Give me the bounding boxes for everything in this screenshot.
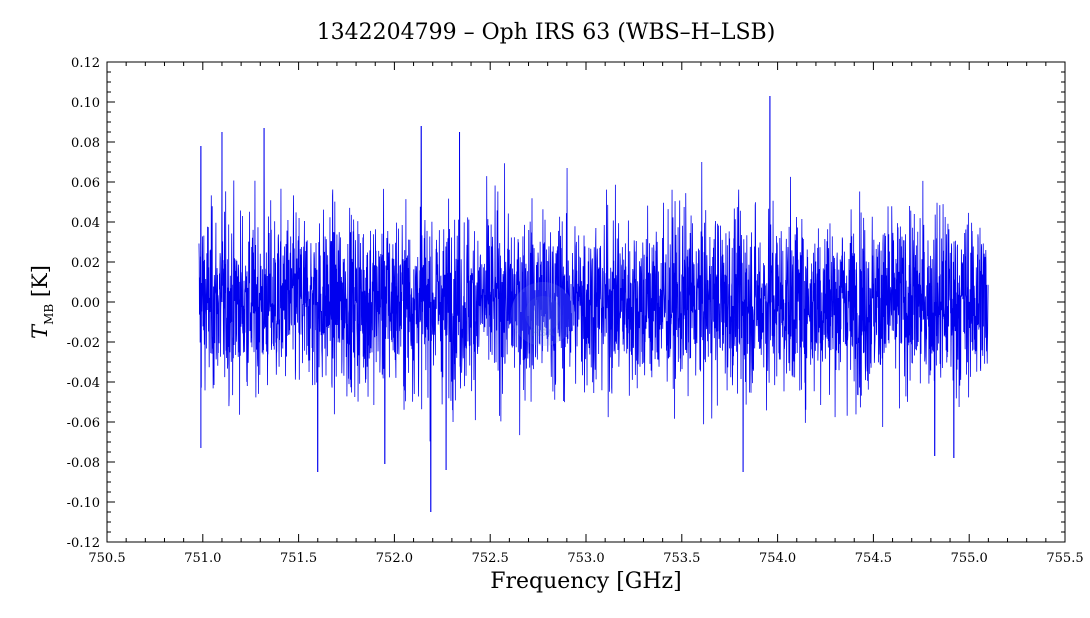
x-tick-label: 753.5 [663, 551, 700, 566]
y-tick-label: -0.04 [67, 376, 100, 391]
y-label-symbol: T [28, 323, 52, 339]
y-axis-label: TMB [K] [28, 265, 56, 339]
x-tick-label: 751.5 [280, 551, 317, 566]
y-tick-label: 0.06 [71, 176, 100, 191]
y-tick-label: 0.10 [71, 96, 100, 111]
watermark-text: HSA [531, 328, 555, 339]
x-tick-label: 752.5 [472, 551, 509, 566]
x-tick-label: 754.5 [855, 551, 892, 566]
x-axis-label: Frequency [GHz] [490, 569, 682, 594]
x-tick-label: 755.5 [1046, 551, 1083, 566]
x-tick-label: 750.5 [88, 551, 125, 566]
plot-area: HSA 750.5 751.0 751.5 752.0 752.5 753.0 753.5 7… [67, 56, 1084, 566]
x-tick-label: 754.0 [759, 551, 796, 566]
y-tick-label: -0.12 [67, 536, 100, 551]
spectrum-line [198, 95, 989, 513]
y-axis-label-text: TMB [K] [28, 265, 56, 339]
spectrum-series [198, 95, 989, 513]
y-tick-label: 0.00 [71, 296, 100, 311]
y-tick-label: -0.10 [67, 496, 100, 511]
y-tick-label: 0.08 [71, 136, 100, 151]
watermark-core [525, 296, 561, 332]
y-tick-label: 0.04 [71, 216, 100, 231]
x-tick-label: 753.0 [567, 551, 604, 566]
hsa-watermark: HSA [511, 282, 575, 346]
y-tick-label: -0.02 [67, 336, 100, 351]
y-label-subscript: MB [42, 304, 56, 325]
y-tick-label: -0.06 [67, 416, 100, 431]
y-tick-label: 0.12 [71, 56, 100, 71]
x-axis-ticks: 750.5 751.0 751.5 752.0 752.5 753.0 753.5 754.0… [88, 62, 1084, 566]
y-tick-label: -0.08 [67, 456, 100, 471]
y-label-unit: [K] [28, 265, 52, 304]
y-axis-ticks: -0.12 -0.10 -0.08 -0.06 -0.04 -0.02 0.00 0.02 0.… [67, 56, 1065, 551]
x-tick-label: 751.0 [184, 551, 221, 566]
x-tick-label: 755.0 [951, 551, 988, 566]
watermark-glow [511, 282, 575, 346]
y-tick-label: 0.02 [71, 256, 100, 271]
x-tick-label: 752.0 [376, 551, 413, 566]
chart-title: 1342204799 – Oph IRS 63 (WBS–H–LSB) [317, 20, 776, 45]
